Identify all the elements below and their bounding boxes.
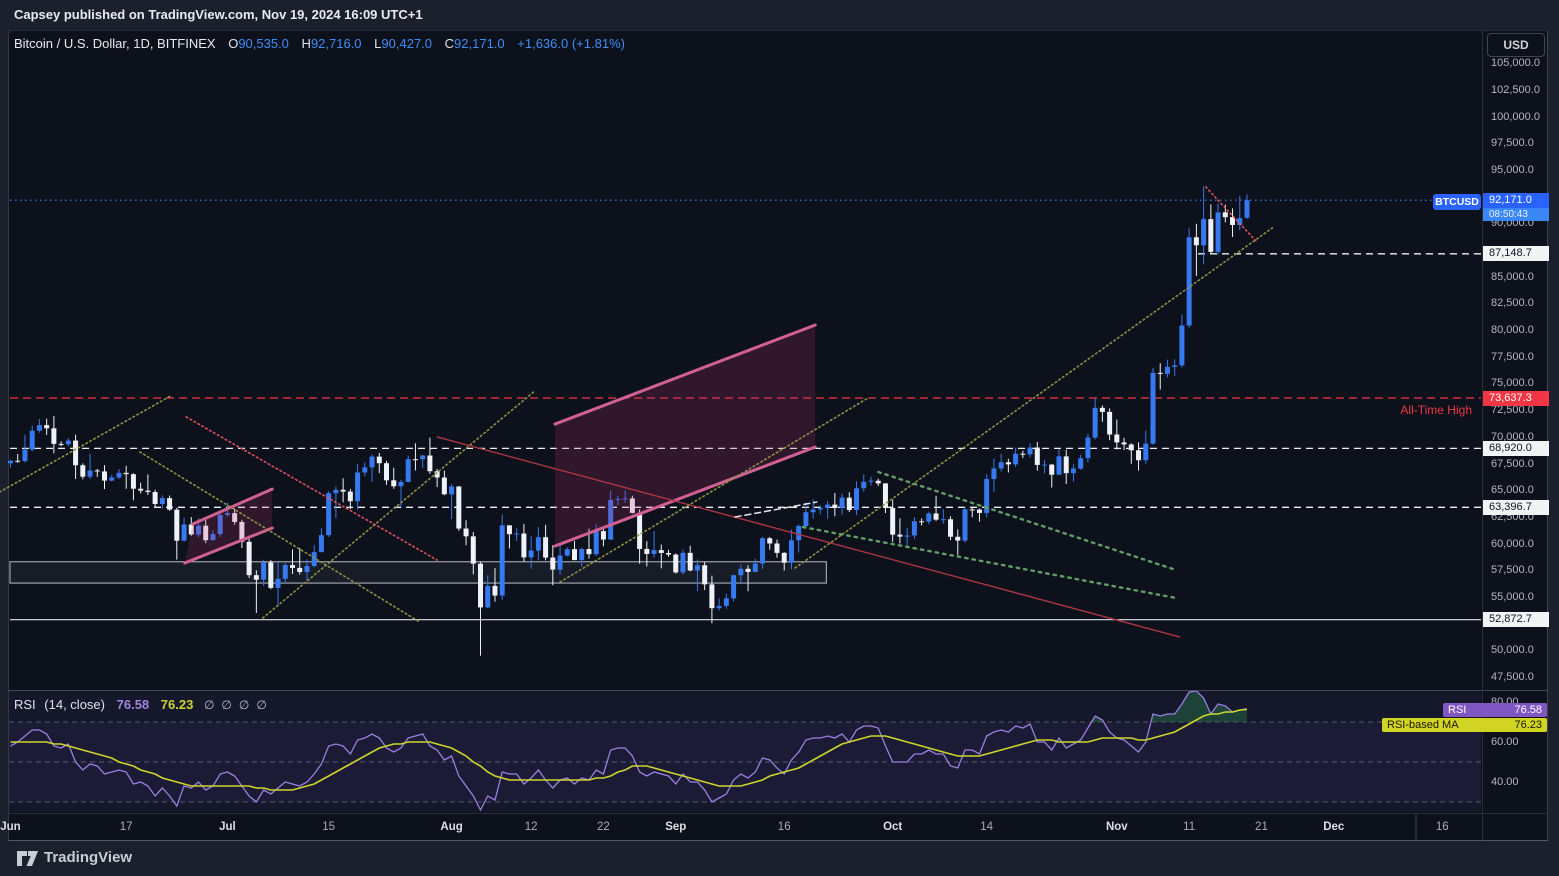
time-axis[interactable]: Jun 17 Jul 15 Aug 12 22 Sep 16 Oct 14 Nov 11 21 Dec 16 — [0, 813, 1548, 841]
attribution-bar: Capsey published on TradingView.com, Nov… — [0, 0, 1559, 30]
price-tick: 85,000.0 — [1491, 270, 1534, 283]
price-tick: 67,500.0 — [1491, 457, 1534, 470]
chart-top-border — [8, 30, 1548, 31]
rsi-badge-value: 76.58 — [1514, 704, 1542, 716]
time-tick-day: 16 — [1435, 821, 1449, 833]
rsi-ma-value: 76.23 — [160, 697, 194, 712]
price-level-label: 87,148.7 — [1483, 246, 1549, 262]
rsi-toggle-group: ∅ ∅ ∅ ∅ — [197, 697, 267, 712]
symbol-title[interactable]: Bitcoin / U.S. Dollar, 1D, BITFINEX — [14, 36, 216, 51]
current-price-label: 92,171.0 08:50:43 — [1483, 193, 1549, 222]
price-level-label: 63,396.7 — [1483, 499, 1549, 515]
price-tick: 75,000.0 — [1491, 377, 1534, 390]
rsi-title[interactable]: RSI — [14, 697, 36, 712]
price-tick: 72,500.0 — [1491, 404, 1534, 417]
symbol-price-badge[interactable]: BTCUSD — [1433, 194, 1481, 210]
price-tick: 55,000.0 — [1491, 590, 1534, 603]
time-tick-day: 12 — [524, 821, 538, 833]
rsi-line-badge: RSI 76.58 — [1443, 703, 1547, 717]
rsi-hide-toggle-icon[interactable]: ∅ — [203, 698, 215, 712]
high-value: 92,716.0 — [310, 36, 362, 51]
rsi-params: (14, close) — [44, 697, 105, 712]
time-tick-month: Jun — [0, 821, 21, 833]
price-level-label: 68,920.0 — [1483, 440, 1549, 456]
rsi-value: 76.58 — [116, 697, 150, 712]
chart-area[interactable] — [8, 30, 1548, 841]
price-tick: 70,000.0 — [1491, 430, 1534, 443]
price-tick: 97,500.0 — [1491, 137, 1534, 150]
price-tick: 95,000.0 — [1491, 164, 1534, 176]
price-tick: 77,500.0 — [1491, 350, 1534, 363]
rsi-hide-toggle-icon[interactable]: ∅ — [221, 698, 232, 712]
time-tick-month: Dec — [1323, 821, 1345, 833]
time-tick-month: Nov — [1105, 821, 1128, 833]
currency-button[interactable]: USD — [1487, 33, 1545, 57]
close-label: C — [444, 36, 455, 51]
time-tick-day: 14 — [980, 821, 994, 833]
rsi-hide-toggle-icon[interactable]: ∅ — [256, 698, 267, 712]
rsi-ma-badge: RSI-based MA 76.23 — [1382, 718, 1547, 732]
price-tick: 102,500.0 — [1491, 83, 1540, 96]
tradingview-logo-icon[interactable] — [16, 850, 40, 867]
price-tick: 47,500.0 — [1491, 671, 1534, 683]
time-tick-day: 21 — [1255, 821, 1268, 833]
time-tick-day: 22 — [597, 821, 610, 833]
rsi-axis-tick: 60.00 — [1491, 736, 1519, 748]
tradingview-brand[interactable]: TradingView — [44, 849, 133, 866]
open-value: 90,535.0 — [238, 36, 289, 51]
rsi-badge-label: RSI — [1448, 704, 1467, 716]
rsi-hide-toggle-icon[interactable]: ∅ — [238, 698, 250, 712]
price-tick: 60,000.0 — [1491, 537, 1534, 550]
high-label: H — [301, 36, 311, 51]
rsi-axis-tick: 40.00 — [1491, 776, 1519, 788]
price-level-label: 73,637.3 — [1483, 390, 1549, 406]
low-value: 90,427.0 — [381, 36, 433, 51]
price-tick: 105,000.0 — [1491, 57, 1540, 70]
time-tick-day: 15 — [322, 821, 336, 833]
price-scale[interactable]: USD 105,000.0 102,500.0 100,000.0 97,500.0 9… — [1482, 30, 1549, 841]
current-price-value: 92,171.0 — [1483, 193, 1549, 209]
ath-label: All-Time High — [1400, 403, 1472, 417]
rsi-legend: RSI (14, close) 76.58 76.23 ∅ ∅ ∅ ∅ — [14, 697, 267, 712]
close-value: 92,171.0 — [454, 36, 505, 51]
time-tick-day: 17 — [119, 821, 133, 833]
low-label: L — [374, 36, 382, 51]
symbol-legend: Bitcoin / U.S. Dollar, 1D, BITFINEX O90,… — [14, 36, 625, 51]
price-level-label: 52,872.7 — [1483, 612, 1549, 628]
time-tick-month: Oct — [883, 821, 903, 833]
pane-separator[interactable] — [8, 690, 1548, 691]
price-tick: 65,000.0 — [1491, 484, 1534, 497]
rsi-ma-badge-label: RSI-based MA — [1387, 719, 1459, 731]
price-tick: 57,500.0 — [1491, 564, 1534, 577]
price-tick: 80,000.0 — [1491, 324, 1534, 337]
time-tick-month: Sep — [665, 821, 687, 833]
time-tick-month: Jul — [219, 821, 236, 833]
time-tick-day: 16 — [777, 821, 791, 833]
time-tick-day: 11 — [1183, 821, 1196, 833]
attribution-text: Capsey published on TradingView.com, Nov… — [14, 7, 423, 22]
open-label: O — [228, 36, 239, 51]
change-value: +1,636.0 (+1.81%) — [517, 36, 625, 51]
time-tick-month: Aug — [440, 821, 463, 833]
price-tick: 100,000.0 — [1491, 110, 1540, 123]
bar-countdown: 08:50:43 — [1483, 208, 1549, 222]
footer-bar: TradingView — [0, 841, 1559, 876]
price-tick: 50,000.0 — [1491, 644, 1534, 657]
rsi-ma-badge-value: 76.23 — [1514, 719, 1542, 731]
price-tick: 82,500.0 — [1491, 297, 1534, 310]
